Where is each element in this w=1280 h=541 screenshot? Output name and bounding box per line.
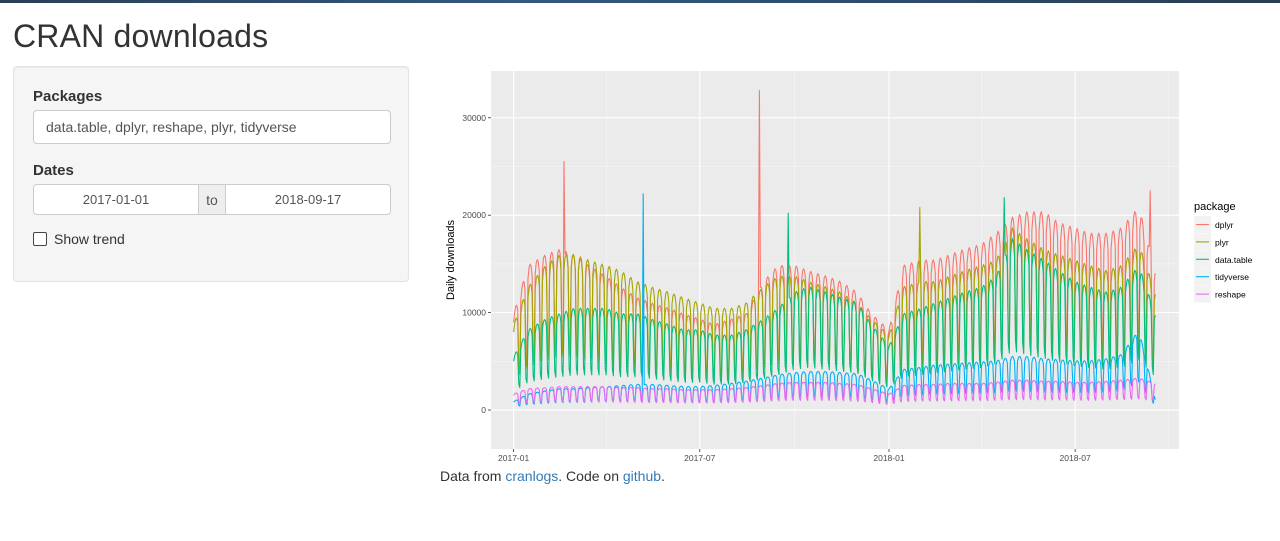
legend-label: tidyverse — [1215, 272, 1249, 282]
y-tick-label: 30000 — [462, 113, 486, 123]
downloads-chart: 0 10000 20000 30000 2017-01 2017-07 2018-01 201… — [445, 71, 1253, 463]
y-tick-label: 10000 — [462, 308, 486, 318]
data-source-caption: Data from cranlogs. Code on github. — [440, 468, 665, 484]
start-date-input[interactable] — [33, 184, 199, 215]
date-range: to — [33, 184, 391, 215]
legend-label: reshape — [1215, 290, 1246, 300]
series-line-data-table — [513, 197, 1156, 389]
cranlogs-link[interactable]: cranlogs — [505, 468, 559, 484]
show-trend-checkbox[interactable] — [33, 232, 47, 246]
caption-suffix: . — [661, 468, 665, 484]
downloads-plot: 0 10000 20000 30000 2017-01 2017-07 2018-01 201… — [440, 62, 1280, 463]
top-accent-bar — [0, 0, 1280, 3]
y-axis-label: Daily downloads — [445, 219, 457, 300]
series-line-reshape — [513, 377, 1156, 405]
page-title: CRAN downloads — [13, 18, 269, 54]
legend-label: plyr — [1215, 237, 1229, 247]
date-separator: to — [199, 184, 225, 215]
y-tick-label: 20000 — [462, 210, 486, 220]
show-trend-toggle[interactable]: Show trend — [33, 231, 125, 247]
sidebar-panel: Packages Dates to Show trend — [13, 66, 409, 282]
x-tick-label: 2018-07 — [1060, 453, 1091, 462]
y-tick-label: 0 — [481, 405, 486, 415]
packages-label: Packages — [33, 88, 103, 105]
x-tick-label: 2017-01 — [498, 453, 529, 462]
caption-prefix: Data from — [440, 468, 506, 484]
dates-label: Dates — [33, 162, 74, 179]
caption-middle: . Code on — [558, 468, 623, 484]
end-date-input[interactable] — [225, 184, 391, 215]
packages-input[interactable] — [33, 110, 391, 144]
show-trend-label: Show trend — [54, 231, 125, 247]
legend-title: package — [1194, 201, 1236, 213]
legend-label: dplyr — [1215, 220, 1234, 230]
x-tick-label: 2017-07 — [684, 453, 715, 462]
x-tick-label: 2018-01 — [873, 453, 904, 462]
legend-label: data.table — [1215, 255, 1253, 265]
github-link[interactable]: github — [622, 468, 662, 484]
